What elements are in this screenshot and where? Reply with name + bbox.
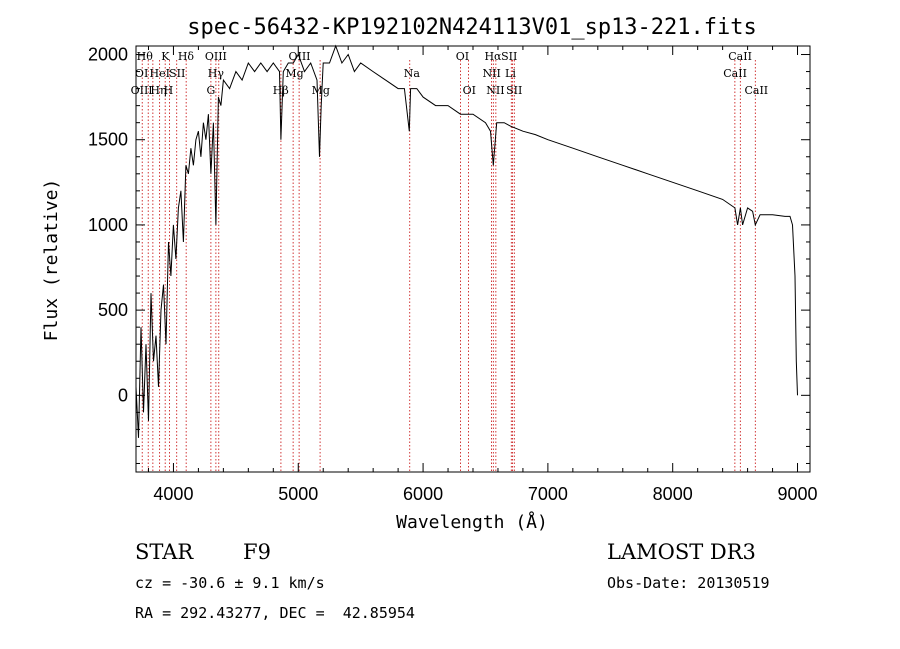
line-label: G bbox=[206, 84, 215, 97]
line-label: Na bbox=[404, 67, 421, 80]
x-axis-ticks: 4000 5000 6000 7000 8000 9000 bbox=[147, 46, 818, 504]
line-label: CaII bbox=[728, 50, 752, 63]
object-class: STAR bbox=[135, 540, 194, 564]
line-label: NII bbox=[486, 84, 504, 97]
line-label: Li bbox=[505, 67, 516, 80]
obs-date: Obs-Date: 20130519 bbox=[607, 574, 770, 592]
y-tick-label: 0 bbox=[118, 385, 128, 405]
object-subclass: F9 bbox=[243, 540, 271, 564]
line-label: OI bbox=[135, 67, 148, 80]
line-label: CaII bbox=[744, 84, 768, 97]
line-label: K bbox=[161, 50, 170, 63]
x-axis-label: Wavelength (Å) bbox=[396, 511, 548, 533]
y-tick-label: 1500 bbox=[88, 130, 128, 150]
line-label: Hα bbox=[484, 50, 502, 63]
x-tick-label: 8000 bbox=[653, 484, 693, 504]
redshift-text: cz = -30.6 ± 9.1 km/s bbox=[135, 574, 325, 592]
survey-name: LAMOST DR3 bbox=[607, 540, 756, 564]
line-label: Hγ bbox=[208, 67, 225, 80]
line-label: Mg bbox=[312, 84, 330, 97]
line-label: Hβ bbox=[273, 84, 289, 97]
x-tick-label: 7000 bbox=[528, 484, 568, 504]
chart-title: spec-56432-KP192102N424113V01_sp13-221.f… bbox=[187, 15, 757, 40]
line-label: OI bbox=[463, 84, 476, 97]
line-label: HeI bbox=[149, 67, 169, 80]
y-axis-label: Flux (relative) bbox=[41, 179, 62, 342]
line-label: OIII bbox=[131, 84, 153, 97]
line-label: SII bbox=[506, 84, 522, 97]
line-label: Hδ bbox=[178, 50, 195, 63]
line-label: CaII bbox=[723, 67, 747, 80]
line-label: SII bbox=[501, 50, 517, 63]
coordinates: RA = 292.43277, DEC = 42.85954 bbox=[135, 604, 415, 622]
line-label: H bbox=[164, 84, 174, 97]
x-tick-label: 5000 bbox=[278, 484, 318, 504]
x-tick-label: 4000 bbox=[153, 484, 193, 504]
line-label: NII bbox=[483, 67, 501, 80]
plot-frame bbox=[135, 45, 811, 473]
line-label: Hθ bbox=[137, 50, 154, 63]
line-label: Hη bbox=[150, 84, 166, 97]
y-tick-label: 1000 bbox=[88, 215, 128, 235]
spectral-line-markers bbox=[141, 60, 756, 472]
y-axis-ticks: 0 500 1000 1500 2000 bbox=[88, 45, 810, 464]
x-tick-label: 9000 bbox=[777, 484, 817, 504]
line-label: OI bbox=[456, 50, 469, 63]
line-label: SII bbox=[169, 67, 185, 80]
x-tick-label: 6000 bbox=[403, 484, 443, 504]
spectrum-line bbox=[135, 44, 798, 438]
line-label: Mg bbox=[285, 67, 303, 80]
line-label: OIII bbox=[205, 50, 227, 63]
y-tick-label: 500 bbox=[98, 300, 128, 320]
y-tick-label: 2000 bbox=[88, 45, 128, 65]
